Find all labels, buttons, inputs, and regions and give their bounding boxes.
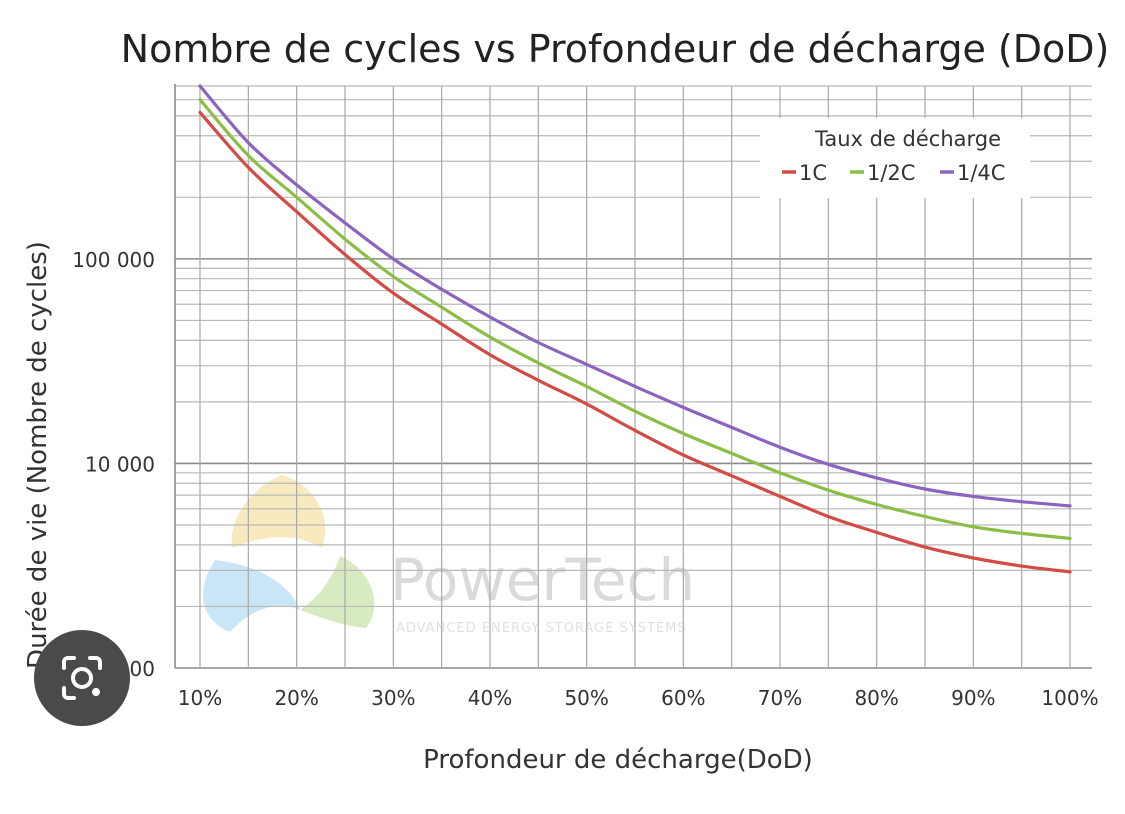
legend-background — [760, 118, 1030, 198]
y-tick-label: 10 000 — [85, 452, 155, 476]
series-line-1C — [198, 110, 1072, 574]
x-tick-label: 80% — [854, 686, 898, 710]
legend: Taux de décharge 1C 1/2C 1/4C — [760, 118, 1030, 198]
watermark-tagline: ADVANCED ENERGY STORAGE SYSTEMS — [396, 621, 687, 636]
lens-search-icon — [62, 656, 102, 700]
watermark-logo-yellow — [231, 475, 326, 548]
legend-title: Taux de décharge — [814, 127, 1001, 151]
legend-label: 1/4C — [957, 161, 1005, 185]
x-tick-label: 100% — [1041, 686, 1098, 710]
x-tick-label: 90% — [951, 686, 995, 710]
series-layer — [198, 84, 1072, 574]
series-line-1-4C — [198, 84, 1072, 508]
x-axis-title: Profondeur de décharge(DoD) — [423, 745, 813, 775]
watermark-brand: PowerTech — [390, 546, 695, 614]
x-tick-label: 10% — [178, 686, 222, 710]
x-tick-label: 40% — [468, 686, 512, 710]
y-tick-label: 100 000 — [72, 248, 155, 272]
x-tick-label: 70% — [758, 686, 802, 710]
x-tick-label: 60% — [661, 686, 705, 710]
series-line-1-2C — [198, 98, 1072, 540]
x-tick-label: 50% — [564, 686, 608, 710]
legend-items: 1C 1/2C 1/4C — [782, 161, 1005, 185]
x-tick-label: 20% — [274, 686, 318, 710]
legend-label: 1/2C — [867, 161, 915, 185]
watermark-logo-blue — [203, 560, 300, 632]
chart-title: Nombre de cycles vs Profondeur de déchar… — [121, 27, 1110, 71]
x-tick-labels: 10% 20% 30% 40% 50% 60% 70% 80% 90% 100% — [178, 686, 1099, 710]
x-tick-label: 30% — [371, 686, 415, 710]
y-axis-title: Durée de vie (Nombre de cycles) — [23, 241, 53, 669]
watermark-logo-green — [300, 556, 375, 628]
lens-search-button[interactable] — [34, 630, 130, 726]
legend-label: 1C — [799, 161, 827, 185]
watermark: PowerTech ADVANCED ENERGY STORAGE SYSTEM… — [203, 475, 695, 636]
